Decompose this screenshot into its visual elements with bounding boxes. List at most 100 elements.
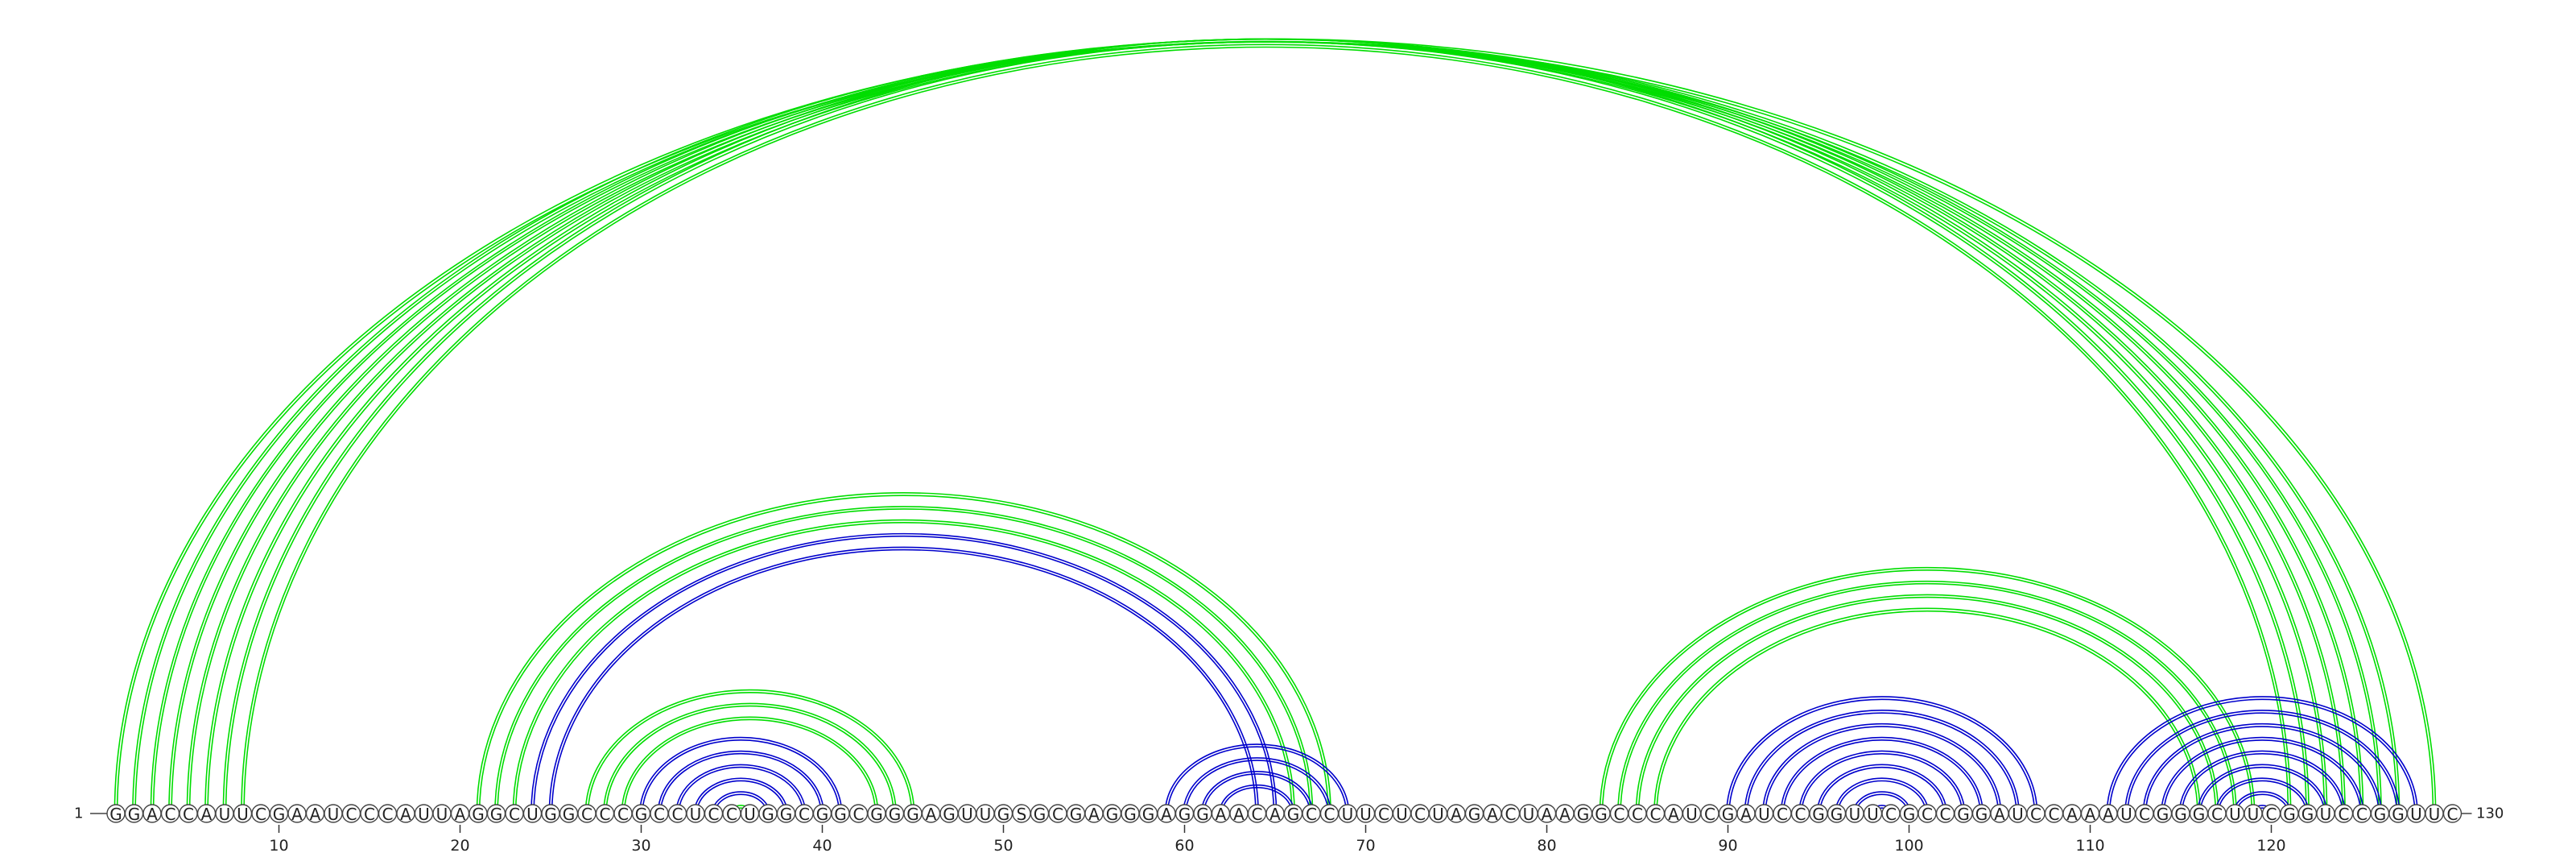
nucleotide-letter: G bbox=[490, 805, 503, 824]
nucleotide-letter: G bbox=[2174, 805, 2187, 824]
nucleotide: G bbox=[469, 804, 488, 824]
nucleotide: G bbox=[2189, 804, 2209, 824]
nucleotide: C bbox=[722, 804, 741, 824]
nucleotide: G bbox=[269, 804, 289, 824]
nucleotide: U bbox=[215, 804, 234, 824]
nucleotide: A bbox=[142, 804, 162, 824]
base-pair-arc bbox=[1726, 696, 2038, 814]
nucleotide-letter: A bbox=[1487, 805, 1498, 824]
nucleotide: U bbox=[324, 804, 343, 824]
nucleotide-letter: G bbox=[816, 805, 829, 824]
nucleotide: S bbox=[1012, 804, 1031, 824]
nucleotide-letter: U bbox=[1686, 805, 1698, 824]
nucleotide: C bbox=[1247, 804, 1267, 824]
base-pair-arc bbox=[2161, 736, 2364, 814]
nucleotide-letter: C bbox=[853, 805, 865, 824]
nucleotide-letter: A bbox=[147, 805, 158, 824]
nucleotide: U bbox=[414, 804, 434, 824]
nucleotide-letter: U bbox=[418, 805, 430, 824]
nucleotide-letter: A bbox=[1088, 805, 1100, 824]
nucleotide-letter: C bbox=[1414, 805, 1426, 824]
nucleotide: C bbox=[2352, 804, 2372, 824]
nucleotide-letter: C bbox=[1378, 805, 1389, 824]
nucleotide-letter: A bbox=[1216, 805, 1227, 824]
nucleotide: A bbox=[1084, 804, 1104, 824]
nucleotide: U bbox=[1356, 804, 1376, 824]
nucleotide: U bbox=[957, 804, 977, 824]
nucleotide: G bbox=[2388, 804, 2408, 824]
nucleotide-letter: G bbox=[2157, 805, 2169, 824]
nucleotide-letter: A bbox=[2103, 805, 2114, 824]
nucleotide-letter: U bbox=[2410, 805, 2422, 824]
nucleotide: C bbox=[1374, 804, 1393, 824]
nucleotide: G bbox=[903, 804, 923, 824]
nucleotide-letter: C bbox=[1940, 805, 1951, 824]
nucleotide-letter: C bbox=[2447, 805, 2458, 824]
nucleotide: U bbox=[1682, 804, 1702, 824]
nucleotide-letter: C bbox=[617, 805, 629, 824]
nucleotide: U bbox=[686, 804, 705, 824]
nucleotide: G bbox=[486, 804, 506, 824]
nucleotide-letter: U bbox=[237, 805, 249, 824]
base-pair-arc bbox=[2142, 722, 2382, 814]
axis-tick: 70 bbox=[1356, 825, 1376, 855]
nucleotide: A bbox=[1211, 804, 1231, 824]
sequence-start-label: 1 bbox=[74, 805, 83, 822]
nucleotide-letter: U bbox=[219, 805, 231, 824]
nucleotide-letter: C bbox=[255, 805, 266, 824]
nucleotide: G bbox=[831, 804, 850, 824]
tick-label: 80 bbox=[1537, 837, 1556, 855]
nucleotide-letter: U bbox=[744, 805, 756, 824]
nucleotide-letter: G bbox=[2392, 805, 2405, 824]
nucleotide: G bbox=[993, 804, 1013, 824]
nucleotide: G bbox=[867, 804, 886, 824]
nucleotide: U bbox=[1863, 804, 1883, 824]
nucleotide-letter: G bbox=[889, 805, 902, 824]
base-pair-arc bbox=[512, 519, 1295, 814]
nucleotide: C bbox=[1645, 804, 1666, 824]
nucleotide: G bbox=[1174, 804, 1195, 824]
nucleotide-letter: U bbox=[2012, 805, 2024, 824]
nucleotide-letter: G bbox=[563, 805, 576, 824]
nucleotide-letter: C bbox=[2266, 805, 2277, 824]
nucleotide-letter: C bbox=[1614, 805, 1625, 824]
nucleotide: C bbox=[251, 804, 270, 824]
nucleotide-letter: G bbox=[780, 805, 793, 824]
nucleotide-letter: C bbox=[2030, 805, 2041, 824]
base-pair-arc bbox=[584, 689, 915, 814]
base-pair-arc bbox=[621, 716, 879, 814]
base-pair-arc bbox=[603, 702, 897, 814]
nucleotide: C bbox=[577, 804, 597, 824]
nucleotide: G bbox=[939, 804, 959, 824]
axis-tick: 120 bbox=[2256, 825, 2286, 855]
nucleotide-letter: A bbox=[1668, 805, 1679, 824]
base-pair-arc bbox=[204, 38, 2328, 814]
nucleotide: G bbox=[1138, 804, 1158, 824]
base-pair-arc bbox=[132, 38, 2401, 814]
nucleotide-letter: C bbox=[1324, 805, 1335, 824]
nucleotide-letter: U bbox=[1342, 805, 1354, 824]
nucleotide-letter: U bbox=[690, 805, 702, 824]
nucleotide-letter: G bbox=[1468, 805, 1481, 824]
base-pair-arc bbox=[168, 38, 2364, 814]
ticks-layer: 10 20 30 40 50 60 70 80 90 100 110 120 bbox=[269, 825, 2286, 855]
nucleotide: C bbox=[1048, 804, 1067, 824]
nucleotide-letter: C bbox=[1632, 805, 1643, 824]
nucleotide: U bbox=[522, 804, 543, 824]
nucleotide: A bbox=[1555, 804, 1575, 824]
base-pair-arc bbox=[1617, 580, 2237, 814]
nucleotide-letter: C bbox=[1885, 805, 1897, 824]
axis-tick: 40 bbox=[812, 825, 832, 855]
nucleotide: C bbox=[2026, 804, 2046, 824]
nucleotide: G bbox=[541, 804, 560, 824]
nucleotide: C bbox=[1302, 804, 1321, 824]
nucleotide-letter: C bbox=[1052, 805, 1063, 824]
nucleotide-letter: U bbox=[1867, 805, 1879, 824]
nucleotide: C bbox=[1501, 804, 1521, 824]
base-pair-arc bbox=[1183, 757, 1331, 814]
nucleotide-letter: C bbox=[726, 805, 737, 824]
nucleotide: A bbox=[396, 804, 415, 824]
base-pair-arc bbox=[530, 532, 1278, 814]
nucleotide-letter: C bbox=[364, 805, 375, 824]
nucleotide-letter: U bbox=[1758, 805, 1770, 824]
